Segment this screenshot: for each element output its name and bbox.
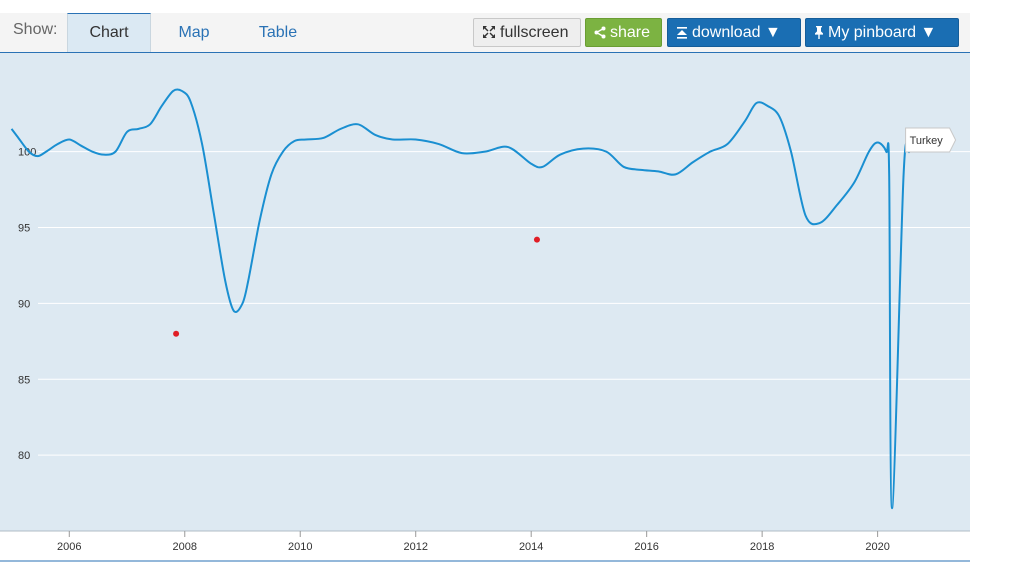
y-tick-label: 100 [18, 147, 36, 159]
download-button[interactable]: download ▼ [667, 18, 801, 47]
series-label-tooltip: Turkey [905, 127, 957, 153]
share-icon [594, 19, 606, 46]
scatter-point [533, 236, 540, 243]
x-tick-label: 2012 [403, 541, 427, 553]
share-label: share [610, 24, 651, 41]
fullscreen-label: fullscreen [500, 24, 569, 41]
x-axis: 2006 2008 2010 2012 2014 2016 2018 2020 [0, 530, 970, 562]
annotation-layer: Turkey [905, 127, 957, 153]
grid-lines [38, 151, 970, 456]
tab-table[interactable]: Table [258, 24, 298, 41]
series-line-turkey[interactable] [10, 88, 953, 510]
share-button[interactable]: share [585, 18, 662, 47]
series-layer [10, 88, 953, 510]
tooltip-text: Turkey [910, 135, 944, 147]
plot-background [0, 53, 970, 531]
y-tick-label: 90 [18, 298, 30, 310]
tooltip-box [905, 127, 957, 153]
tab-chart[interactable]: Chart [67, 13, 151, 52]
pinboard-button[interactable]: My pinboard ▼ [805, 18, 959, 47]
download-label: download ▼ [692, 24, 781, 41]
x-tick-label: 2014 [519, 541, 543, 553]
show-label: Show: [13, 21, 58, 38]
pin-icon [814, 19, 824, 46]
y-tick-label: 95 [18, 223, 30, 235]
y-tick-label: 85 [18, 374, 30, 386]
fullscreen-button[interactable]: fullscreen [473, 18, 581, 47]
x-tick-label: 2018 [750, 541, 774, 553]
fullscreen-icon [482, 19, 496, 46]
download-icon [676, 19, 688, 46]
line-chart: 80 85 90 95 100 2006 2008 2010 2012 2014 2016 2018… [0, 53, 970, 562]
x-tick-label: 2008 [173, 541, 197, 553]
tab-map[interactable]: Map [178, 24, 210, 41]
x-tick-label: 2016 [634, 541, 658, 553]
y-tick-label: 80 [18, 450, 30, 462]
y-axis: 80 85 90 95 100 [18, 147, 36, 462]
chart-area: 80 85 90 95 100 2006 2008 2010 2012 2014 2016 2018… [0, 53, 970, 571]
pinboard-label: My pinboard ▼ [828, 24, 937, 41]
x-tick-label: 2020 [865, 541, 889, 553]
x-tick-label: 2010 [288, 541, 312, 553]
x-tick-label: 2006 [57, 541, 81, 553]
scatter-point [173, 330, 180, 337]
chart-toolbar: Show: Chart Map Table fullscreen share d… [0, 13, 970, 53]
